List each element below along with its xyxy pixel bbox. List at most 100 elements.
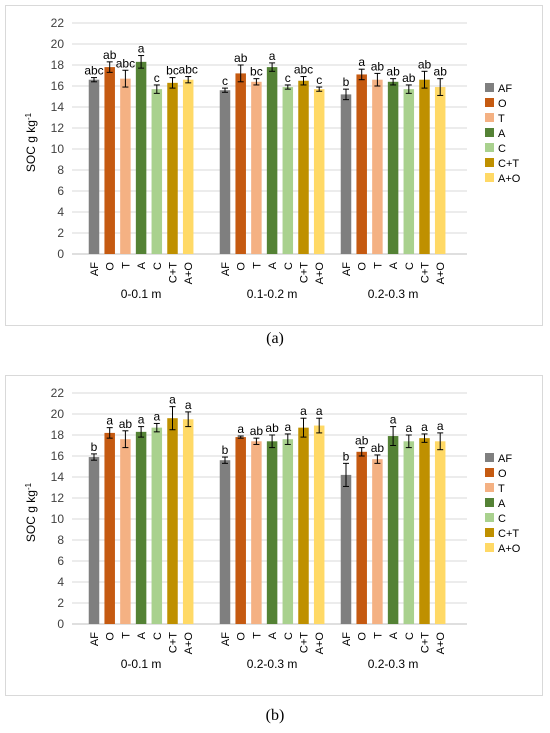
- x-tick-label: T: [372, 262, 384, 269]
- x-tick-label: C+T: [299, 632, 311, 653]
- panel-label-a: (a): [266, 330, 284, 347]
- significance-letter: b: [343, 449, 350, 463]
- y-tick-label: 2: [57, 226, 64, 240]
- x-tick-label: A+O: [183, 632, 195, 655]
- legend-label: A: [498, 498, 506, 510]
- significance-letter: abc: [294, 63, 313, 77]
- bar: [135, 431, 147, 624]
- significance-letter: b: [343, 75, 350, 89]
- bar: [372, 79, 383, 254]
- y-tick-label: 18: [51, 58, 65, 72]
- y-tick-label: 0: [57, 617, 64, 631]
- significance-letter: a: [358, 55, 365, 69]
- bar: [88, 79, 100, 254]
- y-tick-label: 6: [57, 554, 64, 568]
- bar: [120, 439, 131, 624]
- bar: [104, 67, 115, 254]
- y-tick-label: 16: [51, 449, 65, 463]
- x-tick-label: A: [388, 631, 400, 639]
- x-group-label: 0.2-0.3 m: [368, 657, 419, 671]
- legend-swatch: [485, 158, 494, 167]
- x-tick-label: AF: [341, 632, 353, 646]
- legend-label: C+T: [498, 158, 519, 170]
- x-tick-label: C+T: [420, 632, 432, 653]
- significance-letter: a: [153, 409, 160, 423]
- x-tick-label: C: [404, 262, 416, 270]
- legend-swatch: [485, 98, 494, 107]
- bar: [434, 441, 446, 624]
- significance-letter: ab: [119, 417, 133, 431]
- x-group-label: 0-0.1 m: [121, 657, 162, 671]
- x-tick-label: AF: [89, 632, 101, 646]
- x-tick-label: AF: [341, 262, 353, 276]
- y-tick-label: 18: [51, 428, 65, 442]
- bar: [340, 474, 352, 624]
- bar: [135, 61, 147, 254]
- legend-swatch: [485, 528, 494, 537]
- x-tick-label: A+O: [435, 262, 447, 285]
- x-tick-label: T: [372, 632, 384, 639]
- bar: [356, 451, 367, 624]
- bar: [282, 87, 294, 254]
- y-axis-title: SOC g kg-1: [24, 112, 39, 172]
- significance-letter: a: [185, 398, 192, 412]
- bar: [235, 73, 246, 255]
- x-tick-label: C: [283, 632, 295, 640]
- x-tick-label: A: [267, 631, 279, 639]
- y-tick-label: 20: [51, 407, 65, 421]
- x-tick-label: O: [357, 632, 369, 641]
- x-tick-label: A: [388, 261, 400, 269]
- bar: [151, 427, 163, 624]
- y-tick-label: 12: [51, 121, 65, 135]
- y-tick-label: 14: [51, 470, 65, 484]
- bar: [387, 81, 399, 254]
- x-tick-label: A: [136, 261, 148, 269]
- bar: [88, 457, 100, 624]
- significance-letter: a: [237, 422, 244, 436]
- x-tick-label: C: [404, 632, 416, 640]
- x-tick-label: T: [251, 632, 263, 639]
- significance-letter: a: [138, 42, 145, 56]
- y-tick-label: 16: [51, 79, 65, 93]
- significance-letter: a: [316, 404, 323, 418]
- significance-letter: c: [154, 71, 160, 85]
- y-tick-label: 2: [57, 596, 64, 610]
- significance-letter: a: [269, 49, 276, 63]
- x-tick-label: AF: [220, 632, 232, 646]
- x-group-label: 0.1-0.2 m: [247, 287, 298, 301]
- legend-label: C: [498, 143, 506, 155]
- bar: [167, 82, 178, 254]
- significance-letter: ab: [402, 71, 416, 85]
- x-tick-label: C+T: [420, 262, 432, 283]
- significance-letter: a: [138, 413, 145, 427]
- legend-label: A: [498, 128, 506, 140]
- bar: [219, 460, 231, 624]
- significance-letter: ab: [234, 51, 248, 65]
- legend-swatch: [485, 498, 494, 507]
- legend-swatch: [485, 83, 494, 92]
- significance-letter: abc: [116, 56, 135, 70]
- x-tick-label: A+O: [314, 262, 326, 285]
- x-tick-label: O: [236, 632, 248, 641]
- bar: [182, 419, 194, 624]
- significance-letter: bc: [166, 64, 179, 78]
- bar: [298, 427, 309, 624]
- significance-letter: ab: [434, 65, 448, 79]
- x-tick-label: C+T: [299, 262, 311, 283]
- x-tick-label: A+O: [183, 262, 195, 285]
- legend-swatch: [485, 513, 494, 522]
- significance-letter: a: [169, 393, 176, 407]
- significance-letter: c: [285, 71, 291, 85]
- y-tick-label: 22: [51, 16, 65, 30]
- bar: [251, 441, 262, 624]
- panel-label-b: (b): [265, 707, 285, 724]
- bar: [387, 436, 399, 624]
- bar: [182, 79, 194, 254]
- significance-letter: a: [421, 420, 428, 434]
- bar: [313, 425, 325, 624]
- legend-label: O: [498, 98, 507, 110]
- x-tick-label: T: [120, 632, 132, 639]
- y-tick-label: 20: [51, 37, 65, 51]
